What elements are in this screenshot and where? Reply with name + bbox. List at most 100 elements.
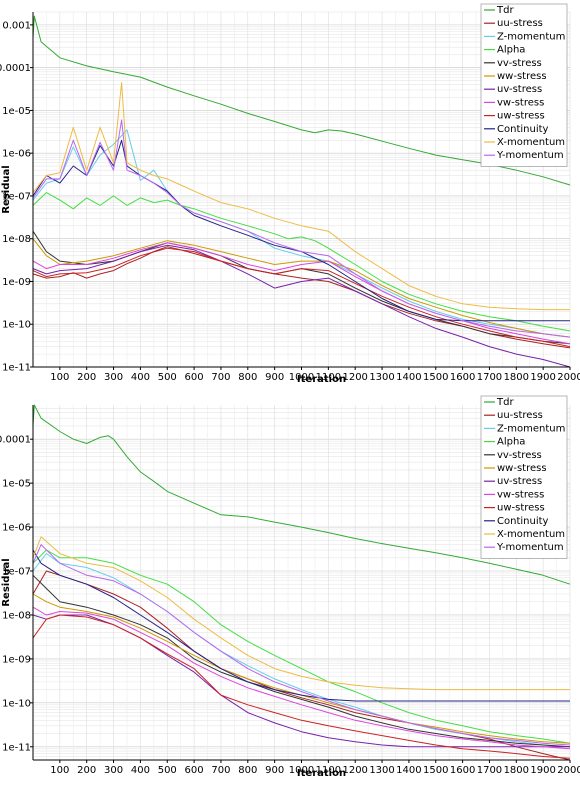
legend: Tdr uu-stress Z-momentum Alpha vv-stress ww-s… [480,3,568,167]
series-line-y-momentum [32,119,571,338]
series-line-continuity [32,139,570,322]
y-tick-label: 0.0001 [0,435,31,446]
legend-label: uu-stress [497,18,543,29]
series-line-uv-stress [32,614,570,748]
x-tick-label: 1500 [423,372,448,383]
x-tick-label: 1200 [342,372,367,383]
legend-label: X-momentum [497,137,565,148]
legend-label: uw-stress [497,111,545,122]
x-tick-label: 1000 [289,372,314,383]
legend-label: vw-stress [497,489,544,500]
y-tick-label: 1e-07 [2,567,31,578]
series-line-alpha [32,192,571,332]
y-tick-label: 0.0001 [0,63,31,74]
y-tick-label: 0.001 [2,20,31,31]
y-tick-label: 1e-05 [2,106,31,117]
series-group [32,404,571,761]
y-tick-label: 1e-10 [2,698,31,709]
x-tick-label: 700 [211,765,230,776]
x-tick-label: 600 [185,765,204,776]
x-tick-label: 400 [131,372,150,383]
grid [33,405,571,761]
y-tick-label: 1e-11 [2,742,31,753]
residual-chart-bottom: 1e-11 1e-10 1e-09 1e-08 1e-07 1e-06 1e-05 0.000… [0,395,580,779]
x-tick-label: 200 [77,765,96,776]
x-tick-label: 1300 [369,765,394,776]
residual-chart-top: 1e-11 1e-10 1e-09 1e-08 1e-07 1e-06 1e-05 0.000… [0,3,580,385]
legend-label: Z-momentum [497,31,565,42]
x-tick-label: 1400 [396,372,421,383]
y-tick-label: 1e-09 [2,277,31,288]
legend-label: Alpha [497,45,525,56]
x-tick-label: 800 [238,765,257,776]
x-tick-label: 100 [50,372,69,383]
legend-label: vw-stress [497,97,544,108]
x-tick-label: 500 [158,765,177,776]
x-tick-label: 700 [211,372,230,383]
x-tick-label: 300 [104,765,123,776]
series-line-y-momentum [32,544,571,746]
x-tick-label: 1100 [316,372,341,383]
series-line-continuity [32,549,570,702]
legend-label: vv-stress [497,58,542,69]
x-axis-title: Iteration [297,768,346,779]
series-line-ww-stress [32,593,571,744]
x-tick-label: 1800 [504,372,529,383]
grid [33,11,571,368]
series-line-vv-stress [32,574,571,748]
y-tick-label: 1e-09 [2,654,31,665]
x-tick-label: 2000 [557,372,580,383]
y-tick-label: 1e-08 [2,234,31,245]
series-line-uu-stress [32,570,571,761]
y-axis-title: Residual [1,165,12,213]
x-tick-label: 1900 [530,765,555,776]
legend-label: Continuity [497,124,549,135]
x-tick-label: 200 [77,372,96,383]
series-line-x-momentum [32,82,570,311]
legend-label: uw-stress [497,503,545,514]
series-line-uv-stress [32,244,571,368]
x-tick-label: 500 [158,372,177,383]
series-line-ww-stress [32,238,571,338]
x-tick-label: 1000 [289,765,314,776]
x-axis-title: Iteration [297,374,346,385]
y-tick-label: 1e-07 [2,191,31,202]
x-tick-label: 1100 [316,765,341,776]
series-line-vw-stress [32,242,571,345]
x-tick-label: 1900 [530,372,555,383]
series-line-vw-stress [32,606,571,750]
series-line-tdr [32,404,571,585]
x-tick-label: 900 [265,765,284,776]
series-line-alpha [32,549,571,744]
x-tick-label: 1700 [477,765,502,776]
series-line-uw-stress [32,614,571,759]
legend-box [480,395,568,559]
x-tick-label: 1400 [396,765,421,776]
legend-box [480,3,568,167]
series-group [32,15,571,368]
y-tick-label: 1e-11 [2,363,31,374]
x-tick-label: 400 [131,765,150,776]
legend-label: Z-momentum [497,423,565,434]
x-tick-label: 1700 [477,372,502,383]
legend-label: Y-momentum [496,542,564,553]
x-tick-label: 1300 [369,372,394,383]
legend-label: Alpha [497,437,525,448]
x-tick-label: 1600 [450,372,475,383]
y-tick-label: 1e-06 [2,149,31,160]
legend: Tdr uu-stress Z-momentum Alpha vv-stress ww-s… [480,395,568,559]
y-tick-label: 1e-06 [2,523,31,534]
legend-label: X-momentum [497,529,565,540]
series-line-x-momentum [32,536,570,691]
x-tick-label: 600 [185,372,204,383]
y-tick-label: 1e-05 [2,479,31,490]
x-tick-label: 1600 [450,765,475,776]
x-tick-label: 900 [265,372,284,383]
x-tick-label: 300 [104,372,123,383]
y-tick-label: 1e-10 [2,320,31,331]
legend-label: Tdr [496,5,514,16]
legend-label: uu-stress [497,410,543,421]
x-tick-label: 1500 [423,765,448,776]
y-axis-title: Residual [1,558,12,606]
